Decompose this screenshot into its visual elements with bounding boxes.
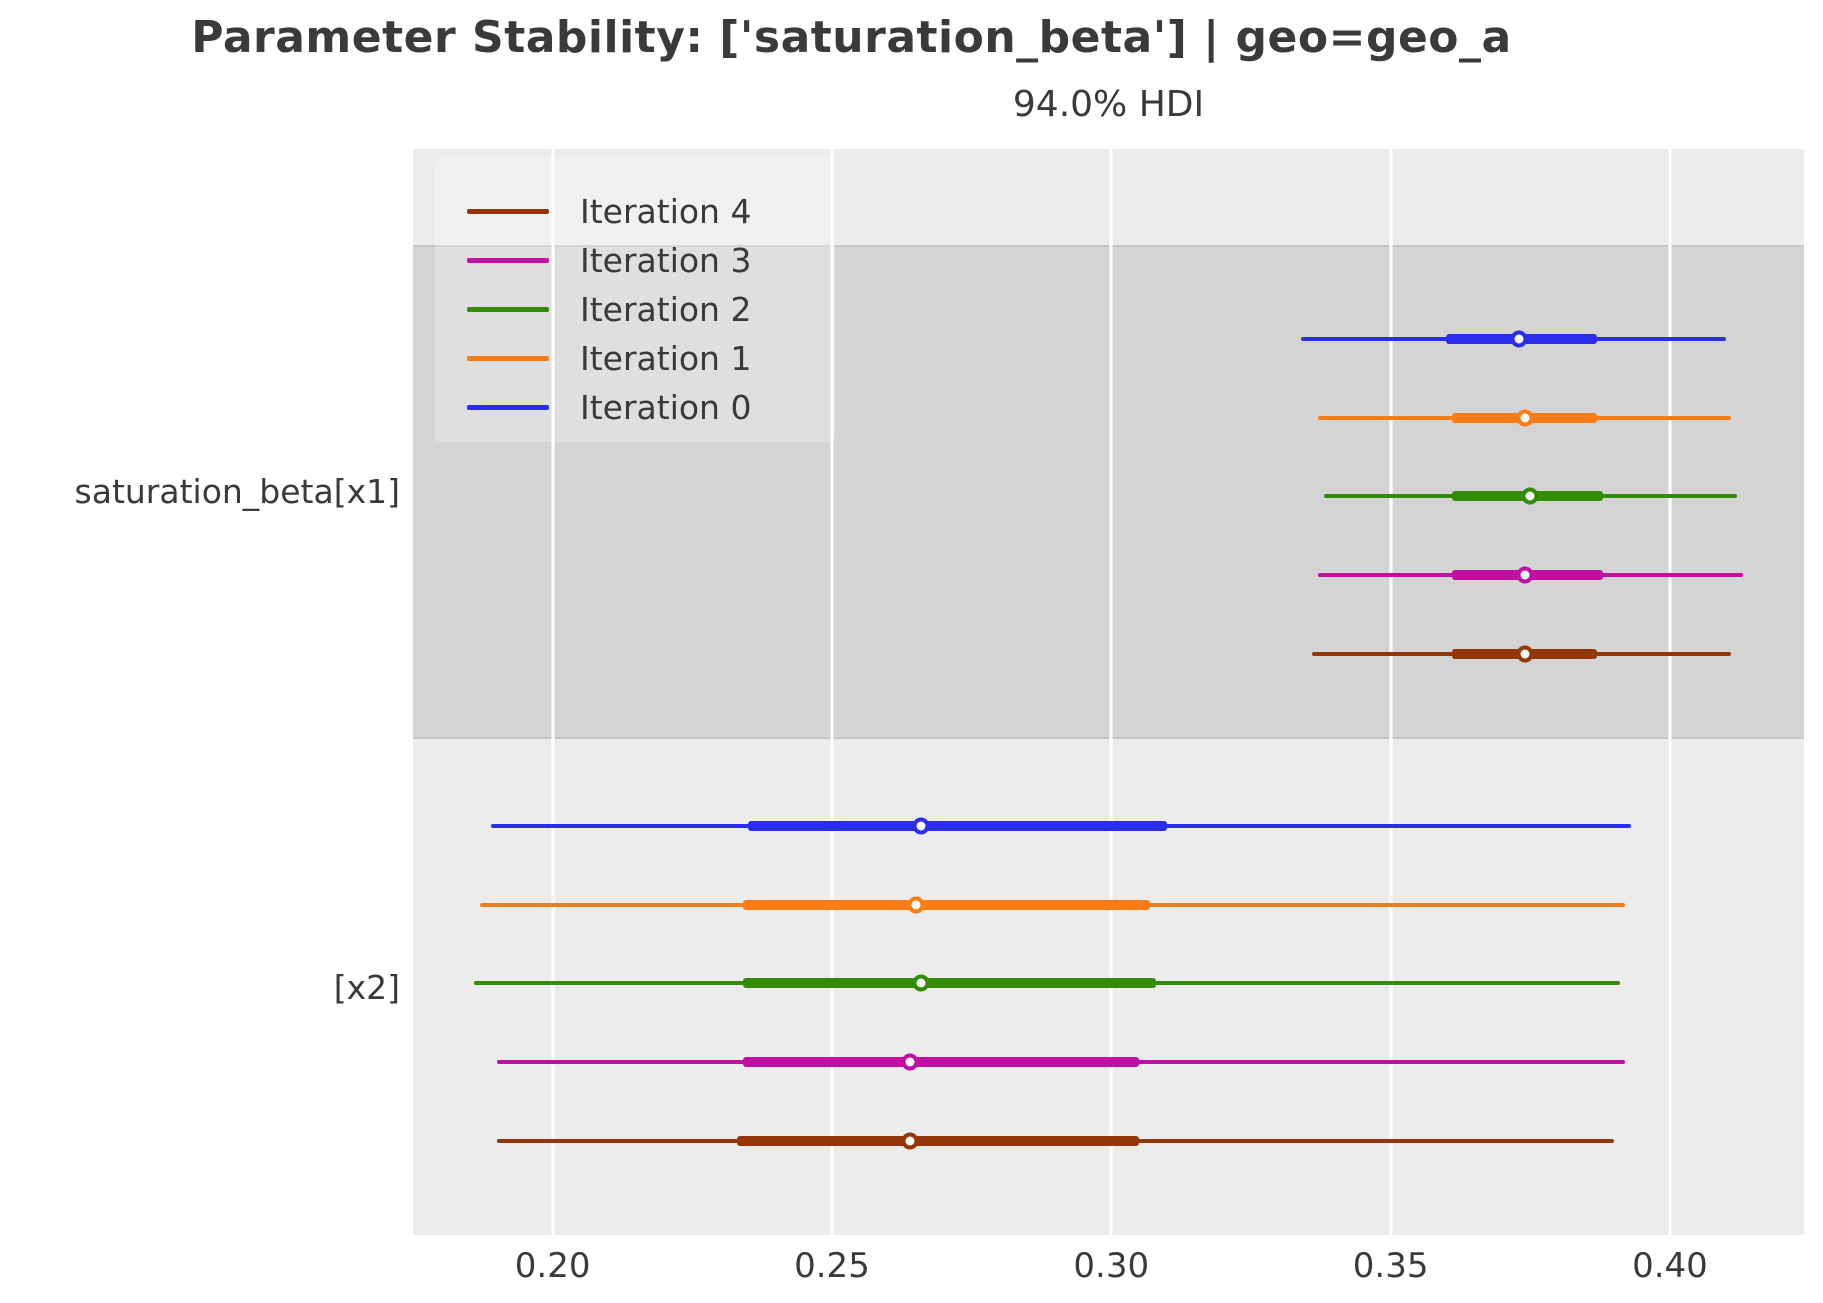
x-axis-tick-label: 0.35 <box>1352 1246 1429 1286</box>
interquartile-line <box>748 821 1168 831</box>
gridline-0.40 <box>1668 149 1672 1235</box>
legend: Iteration 4 Iteration 3 Iteration 2 Iterati… <box>435 157 835 442</box>
legend-line-sample <box>467 307 549 312</box>
legend-item-label: Iteration 2 <box>580 290 752 329</box>
median-marker <box>912 974 930 992</box>
hdi-subtitle: 94.0% HDI <box>1012 84 1205 125</box>
gridline-0.20 <box>551 149 555 1235</box>
legend-line-sample <box>467 258 549 263</box>
x-axis-tick-label: 0.30 <box>1073 1246 1150 1286</box>
chart-title: Parameter Stability: ['saturation_beta']… <box>191 12 1512 63</box>
median-marker <box>1516 409 1534 427</box>
legend-item-label: Iteration 3 <box>580 241 752 280</box>
legend-line-sample <box>467 209 549 214</box>
median-marker <box>1510 330 1528 348</box>
x-axis-tick-label: 0.40 <box>1632 1246 1708 1286</box>
y-axis-label-saturation-beta-x1: saturation_beta[x1] <box>74 472 400 511</box>
x-axis-tick-labels: 0.20 0.25 0.30 0.35 0.40 <box>413 1246 1804 1296</box>
legend-line-sample <box>467 356 549 361</box>
interquartile-line <box>737 1135 1140 1146</box>
legend-item: Iteration 4 <box>435 187 835 236</box>
median-marker <box>912 817 930 835</box>
median-marker <box>1516 566 1534 584</box>
median-marker <box>907 896 925 914</box>
legend-item: Iteration 1 <box>435 334 835 383</box>
legend-item-label: Iteration 1 <box>580 339 752 378</box>
legend-item-label: Iteration 4 <box>580 192 752 231</box>
legend-item: Iteration 2 <box>435 285 835 334</box>
median-marker <box>1521 487 1539 505</box>
interquartile-line <box>742 899 1151 910</box>
y-axis-label-x2: [x2] <box>333 968 400 1007</box>
gridline-0.30 <box>1109 149 1113 1235</box>
plot-area: Iteration 4 Iteration 3 Iteration 2 Iterati… <box>413 149 1804 1235</box>
median-marker <box>1516 645 1534 663</box>
x-axis-tick-label: 0.25 <box>794 1246 870 1286</box>
legend-items: Iteration 4 Iteration 3 Iteration 2 Iterati… <box>435 187 835 432</box>
gridline-0.35 <box>1389 149 1393 1235</box>
x-axis-tick-label: 0.20 <box>514 1246 591 1286</box>
interquartile-line <box>742 1057 1140 1068</box>
legend-item: Iteration 0 <box>435 383 835 432</box>
median-marker <box>901 1132 919 1150</box>
median-marker <box>901 1053 919 1071</box>
legend-item-label: Iteration 0 <box>580 388 752 427</box>
interquartile-line <box>742 978 1156 989</box>
gridline-0.25 <box>830 149 834 1235</box>
legend-line-sample <box>467 405 549 410</box>
legend-item: Iteration 3 <box>435 236 835 285</box>
